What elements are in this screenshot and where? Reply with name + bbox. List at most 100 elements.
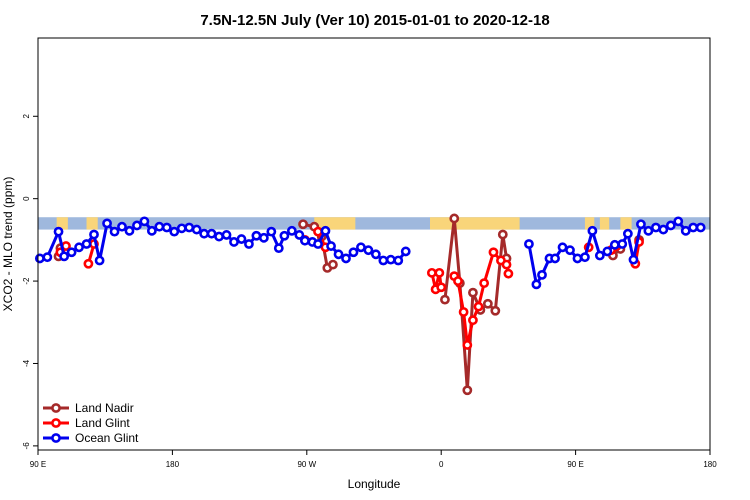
- data-point: [326, 241, 336, 251]
- data-point: [356, 242, 366, 253]
- data-point: [550, 253, 560, 264]
- data-point: [572, 253, 583, 264]
- series-land-nadir: [53, 213, 644, 396]
- data-point: [236, 234, 247, 244]
- data-point: [266, 226, 277, 237]
- data-point: [436, 282, 447, 293]
- land-band-segment: [430, 217, 520, 230]
- data-point: [680, 225, 691, 236]
- data-point: [146, 225, 157, 236]
- land-band-segment: [584, 217, 595, 230]
- data-point: [501, 259, 512, 270]
- data-point: [279, 230, 290, 241]
- data-point: [440, 294, 450, 305]
- land-band-segment: [599, 217, 610, 230]
- data-point: [488, 247, 499, 258]
- plot-frame: [37, 37, 711, 451]
- series-land-glint: [55, 226, 644, 350]
- legend-label: Land Nadir: [75, 401, 134, 415]
- data-point: [602, 246, 613, 257]
- data-point: [229, 237, 239, 247]
- series-line: [430, 271, 443, 291]
- data-point: [154, 221, 165, 232]
- legend-label: Land Glint: [75, 416, 130, 430]
- data-point: [482, 298, 493, 309]
- x-tick-label: 90 E: [30, 460, 46, 469]
- data-point: [658, 224, 669, 235]
- data-point: [665, 220, 676, 231]
- data-point: [557, 242, 568, 253]
- data-point: [109, 226, 120, 237]
- data-point: [609, 239, 620, 250]
- data-point: [462, 385, 473, 396]
- legend-label: Ocean Glint: [75, 431, 139, 445]
- data-point: [636, 219, 646, 230]
- data-point: [503, 268, 514, 279]
- data-point: [333, 249, 344, 260]
- axes: 90 E 180 90 W 0 90 E 180 -6 -4 -2 0 2: [22, 114, 717, 469]
- legend-swatch-marker: [51, 403, 61, 413]
- data-point: [348, 247, 359, 258]
- data-point: [587, 225, 598, 236]
- data-point: [244, 239, 254, 249]
- data-point: [83, 258, 94, 269]
- data-point: [214, 231, 224, 242]
- data-point: [628, 254, 639, 265]
- data-point: [89, 229, 99, 240]
- data-point: [191, 224, 202, 235]
- data-point: [258, 232, 269, 243]
- data-point: [594, 250, 605, 261]
- data-point: [341, 253, 351, 264]
- data-series: [34, 213, 706, 396]
- land-band-segment: [86, 217, 98, 230]
- data-point: [479, 278, 490, 289]
- x-tick-label: 180: [703, 460, 717, 469]
- series-ocean-glint: [34, 216, 706, 290]
- data-point: [370, 249, 381, 260]
- data-point: [378, 255, 389, 266]
- data-point: [94, 255, 105, 266]
- y-tick-label: 0: [22, 196, 31, 201]
- x-tick-label: 90 W: [297, 460, 316, 469]
- data-point: [458, 307, 469, 317]
- data-point: [462, 340, 473, 350]
- data-point: [328, 259, 338, 270]
- data-point: [531, 279, 542, 290]
- data-point: [688, 222, 699, 233]
- legend-swatch-marker: [51, 433, 61, 443]
- y-tick-label: 2: [22, 114, 31, 119]
- y-axis-label: XCO2 - MLO trend (ppm): [1, 177, 15, 312]
- data-point: [490, 305, 501, 316]
- data-point: [117, 221, 127, 232]
- data-point: [695, 222, 706, 233]
- land-band-segment: [620, 217, 632, 230]
- data-point: [580, 252, 590, 263]
- data-point: [124, 225, 135, 236]
- data-point: [294, 230, 305, 240]
- data-point: [81, 239, 92, 249]
- y-tick-label: -6: [22, 442, 31, 450]
- data-point: [468, 287, 478, 298]
- data-point: [473, 301, 484, 312]
- data-point: [169, 226, 180, 237]
- data-point: [74, 242, 84, 253]
- data-point: [385, 254, 396, 265]
- x-axis-label: Longitude: [348, 477, 401, 491]
- data-point: [393, 255, 404, 266]
- data-point: [251, 230, 262, 241]
- data-point: [537, 269, 547, 280]
- data-point: [426, 267, 437, 278]
- data-point: [66, 247, 77, 258]
- data-point: [132, 220, 142, 231]
- legend-swatch-marker: [51, 418, 61, 428]
- data-point: [320, 225, 331, 236]
- data-point: [139, 216, 150, 227]
- data-point: [524, 239, 534, 249]
- data-point: [622, 228, 633, 239]
- data-point: [650, 222, 661, 233]
- data-point: [102, 218, 112, 229]
- data-point: [53, 226, 64, 237]
- data-point: [468, 315, 478, 326]
